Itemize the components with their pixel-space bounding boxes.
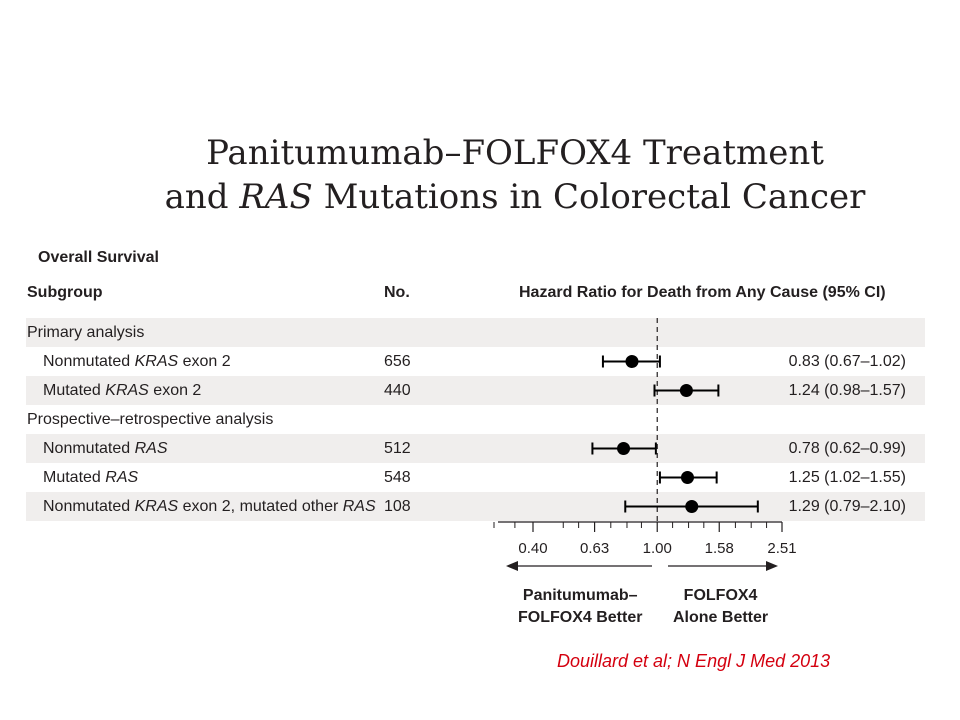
hazard-ratio-ci: 1.29 (0.79–2.10): [788, 498, 906, 515]
subgroup-label: Mutated KRAS exon 2: [43, 382, 201, 400]
subgroup-label: Nonmutated RAS: [43, 440, 168, 458]
group-label: Prospective–retrospective analysis: [27, 411, 274, 428]
subgroup-label-part: Mutated: [43, 469, 106, 486]
patient-count: 512: [384, 440, 411, 457]
row-band: [26, 434, 925, 463]
patient-count: 440: [384, 382, 411, 399]
subgroup-label-part: KRAS: [105, 382, 149, 399]
subgroup-header: Subgroup: [27, 284, 103, 301]
favor-left-line2: FOLFOX4 Better: [518, 609, 643, 626]
count-header: No.: [384, 284, 410, 301]
citation: Douillard et al; N Engl J Med 2013: [557, 651, 831, 671]
x-tick-label: 0.40: [518, 540, 547, 557]
subgroup-label-part: KRAS: [134, 498, 179, 515]
favor-left-label: Panitumumab– FOLFOX4 Better: [518, 585, 642, 629]
subgroup-label-part: RAS: [342, 498, 376, 515]
patient-count: 548: [384, 469, 411, 486]
hazard-ratio-point: [685, 500, 699, 513]
x-tick-label: 0.63: [580, 540, 609, 557]
subgroup-label-part: RAS: [134, 440, 168, 457]
title-text: RAS: [239, 177, 313, 217]
subgroup-label-part: exon 2, mutated other: [178, 498, 343, 515]
x-tick-label: 2.51: [767, 540, 796, 557]
subgroup-label-part: RAS: [105, 469, 139, 486]
subgroup-label-part: KRAS: [134, 353, 179, 370]
favor-right-line1: FOLFOX4: [683, 587, 758, 604]
subgroup-label-part: exon 2: [148, 382, 202, 399]
hazard-ratio-ci: 1.24 (0.98–1.57): [788, 382, 906, 399]
hazard-ratio-ci: 1.25 (1.02–1.55): [788, 469, 906, 486]
favor-left-arrowhead: [506, 561, 518, 571]
favor-right-label: FOLFOX4 Alone Better: [673, 585, 768, 629]
hazard-ratio-point: [625, 355, 639, 368]
hazard-ratio-point: [617, 442, 631, 455]
subgroup-label: Nonmutated KRAS exon 2, mutated other RA…: [43, 498, 376, 516]
favor-right-arrowhead: [766, 561, 778, 571]
subgroup-label-part: Nonmutated: [43, 440, 135, 457]
chart-title-line2: and RAS Mutations in Colorectal Cancer: [140, 180, 890, 214]
group-label: Primary analysis: [27, 324, 145, 341]
hazard-ratio-point: [679, 384, 693, 397]
subgroup-label: Nonmutated KRAS exon 2: [43, 353, 231, 371]
chart-title-line1: Panitumumab–FOLFOX4 Treatment: [206, 133, 824, 173]
x-tick-label: 1.58: [705, 540, 734, 557]
row-band: [26, 376, 925, 405]
patient-count: 108: [384, 498, 411, 515]
title-text: and: [164, 177, 240, 217]
subgroup-label: Mutated RAS: [43, 469, 138, 487]
hazard-ratio-ci: 0.83 (0.67–1.02): [788, 353, 906, 370]
subgroup-label-part: Nonmutated: [43, 498, 135, 515]
subgroup-label-part: Nonmutated: [43, 353, 135, 370]
hazard-ratio-ci: 0.78 (0.62–0.99): [788, 440, 906, 457]
hazard-ratio-point: [680, 471, 694, 484]
subgroup-label-part: Mutated: [43, 382, 106, 399]
favor-left-line1: Panitumumab–: [522, 587, 638, 604]
x-tick-label: 1.00: [643, 540, 672, 557]
hazard-ratio-header: Hazard Ratio for Death from Any Cause (9…: [519, 284, 886, 301]
row-band: [26, 492, 925, 521]
row-band: [26, 318, 925, 347]
title-text: Mutations in Colorectal Cancer: [312, 177, 866, 217]
patient-count: 656: [384, 353, 411, 370]
section-header: Overall Survival: [38, 249, 159, 266]
subgroup-label-part: exon 2: [178, 353, 231, 370]
favor-right-line2: Alone Better: [673, 609, 769, 626]
